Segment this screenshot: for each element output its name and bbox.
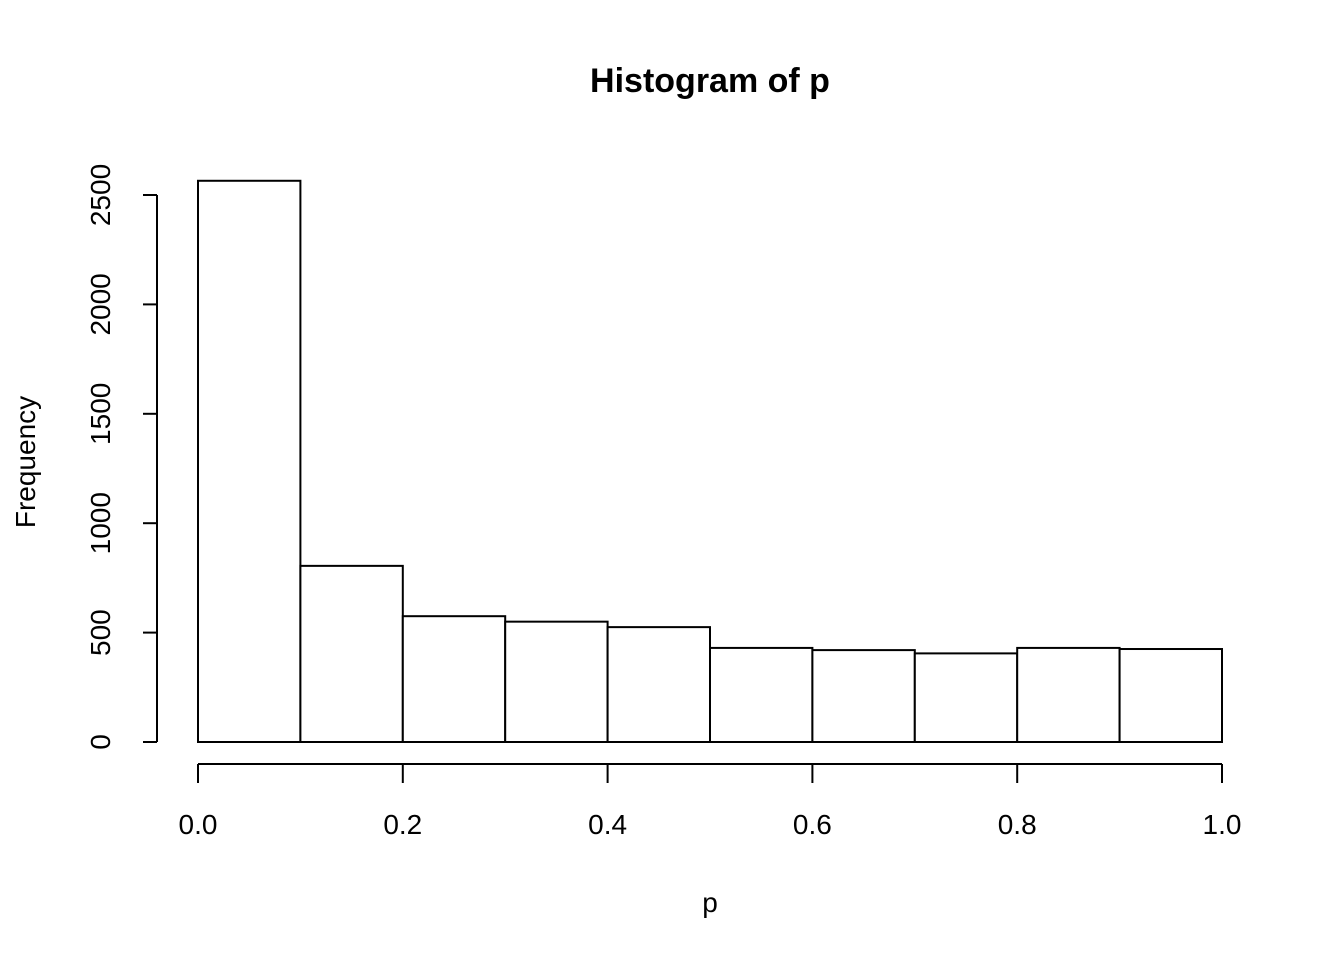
x-tick-label: 0.2	[383, 809, 422, 840]
x-tick-label: 0.6	[793, 809, 832, 840]
x-tick-label: 0.8	[998, 809, 1037, 840]
histogram-bar	[197, 179, 302, 743]
y-tick-label: 1500	[85, 383, 116, 445]
x-tick-label: 1.0	[1203, 809, 1242, 840]
x-axis: 0.0 0.2 0.4 0.6 0.8 1.0	[179, 763, 1242, 840]
histogram-bar	[401, 615, 507, 743]
y-tick-label: 1000	[85, 492, 116, 554]
x-axis-label: p	[702, 887, 718, 918]
y-tick-label: 0	[85, 734, 116, 750]
histogram-bar	[606, 626, 711, 744]
y-tick-label: 2000	[85, 273, 116, 335]
histogram-bar	[1118, 648, 1223, 744]
bars-group	[197, 179, 1223, 744]
histogram-bar	[709, 646, 814, 744]
histogram-bar	[913, 652, 1019, 743]
y-axis: 0 500 1000 1500 2000 2500	[85, 164, 158, 750]
y-axis-label: Frequency	[10, 396, 41, 528]
histogram-bar	[299, 564, 404, 744]
x-tick-label: 0.0	[179, 809, 218, 840]
x-tick-label: 0.4	[588, 809, 627, 840]
histogram-bar	[1016, 646, 1121, 744]
y-tick-label: 2500	[85, 164, 116, 226]
histogram-bar	[504, 620, 609, 743]
y-tick-label: 500	[85, 609, 116, 656]
histogram-bar	[811, 649, 916, 743]
chart-title: Histogram of p	[590, 62, 830, 100]
